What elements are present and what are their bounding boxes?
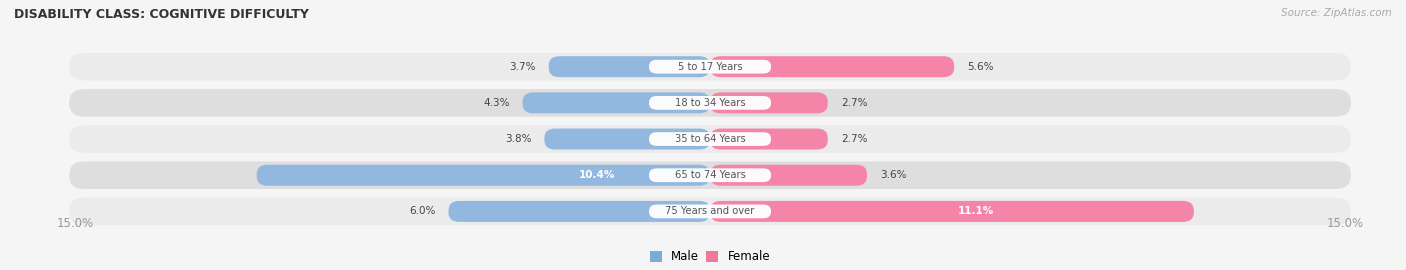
FancyBboxPatch shape [548, 56, 710, 77]
FancyBboxPatch shape [650, 132, 770, 146]
Text: 3.6%: 3.6% [880, 170, 907, 180]
FancyBboxPatch shape [710, 201, 1194, 222]
Text: 3.8%: 3.8% [505, 134, 531, 144]
Text: 10.4%: 10.4% [578, 170, 614, 180]
FancyBboxPatch shape [710, 92, 828, 113]
Text: 75 Years and over: 75 Years and over [665, 206, 755, 217]
FancyBboxPatch shape [69, 53, 1351, 80]
Text: 5 to 17 Years: 5 to 17 Years [678, 62, 742, 72]
Text: Source: ZipAtlas.com: Source: ZipAtlas.com [1281, 8, 1392, 18]
Text: 2.7%: 2.7% [841, 134, 868, 144]
Text: DISABILITY CLASS: COGNITIVE DIFFICULTY: DISABILITY CLASS: COGNITIVE DIFFICULTY [14, 8, 309, 21]
Text: 5.6%: 5.6% [967, 62, 994, 72]
Text: 11.1%: 11.1% [957, 206, 994, 217]
FancyBboxPatch shape [69, 161, 1351, 189]
FancyBboxPatch shape [650, 60, 770, 73]
FancyBboxPatch shape [650, 168, 770, 182]
Text: 6.0%: 6.0% [409, 206, 436, 217]
Text: 4.3%: 4.3% [484, 98, 509, 108]
Text: 18 to 34 Years: 18 to 34 Years [675, 98, 745, 108]
FancyBboxPatch shape [710, 165, 868, 186]
Text: 15.0%: 15.0% [56, 217, 93, 230]
Text: 2.7%: 2.7% [841, 98, 868, 108]
FancyBboxPatch shape [650, 96, 770, 110]
FancyBboxPatch shape [523, 92, 710, 113]
FancyBboxPatch shape [69, 89, 1351, 117]
Text: 15.0%: 15.0% [1327, 217, 1364, 230]
FancyBboxPatch shape [449, 201, 710, 222]
FancyBboxPatch shape [257, 165, 710, 186]
FancyBboxPatch shape [710, 56, 955, 77]
FancyBboxPatch shape [650, 205, 770, 218]
FancyBboxPatch shape [544, 129, 710, 150]
FancyBboxPatch shape [710, 129, 828, 150]
FancyBboxPatch shape [69, 125, 1351, 153]
Text: 65 to 74 Years: 65 to 74 Years [675, 170, 745, 180]
Legend: Male, Female: Male, Female [650, 250, 770, 264]
Text: 3.7%: 3.7% [509, 62, 536, 72]
FancyBboxPatch shape [69, 198, 1351, 225]
Text: 35 to 64 Years: 35 to 64 Years [675, 134, 745, 144]
